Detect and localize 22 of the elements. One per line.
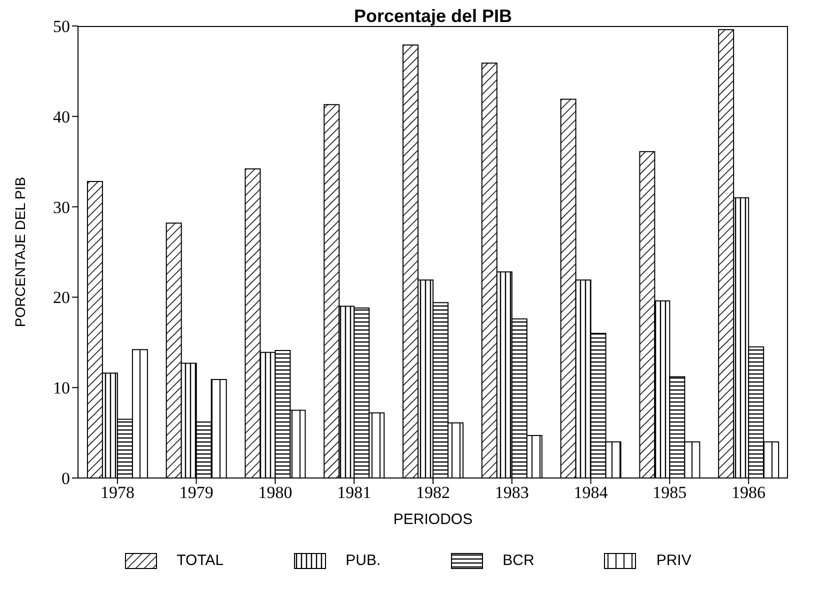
y-tick-label: 20	[53, 288, 70, 308]
y-tick-label: 40	[53, 107, 70, 126]
y-tick-label: 0	[62, 469, 70, 488]
x-tick-label: 1978	[100, 483, 134, 502]
legend-label: TOTAL	[176, 552, 224, 569]
x-tick-label: 1981	[337, 483, 372, 502]
chart-title: Porcentaje del PIB	[352, 6, 514, 27]
x-tick-label: 1979	[179, 483, 214, 502]
y-axis-title: PORCENTAJE DEL PIB	[12, 176, 28, 328]
y-tick-label: 50	[53, 17, 70, 36]
x-tick-label: 1983	[494, 483, 529, 502]
x-tick-label: 1982	[416, 483, 450, 502]
x-axis-title: PERIODOS	[393, 511, 473, 528]
y-tick-label: 10	[53, 378, 70, 398]
x-tick-label: 1985	[652, 483, 687, 502]
y-tick-label: 30	[53, 198, 70, 217]
legend-label: BCR	[502, 552, 534, 569]
legend-label: PUB.	[346, 552, 381, 569]
x-tick-label: 1980	[258, 483, 292, 502]
x-tick-label: 1986	[732, 483, 766, 502]
x-tick-label: 1984	[574, 483, 608, 502]
legend-label: PRIV	[656, 552, 692, 569]
